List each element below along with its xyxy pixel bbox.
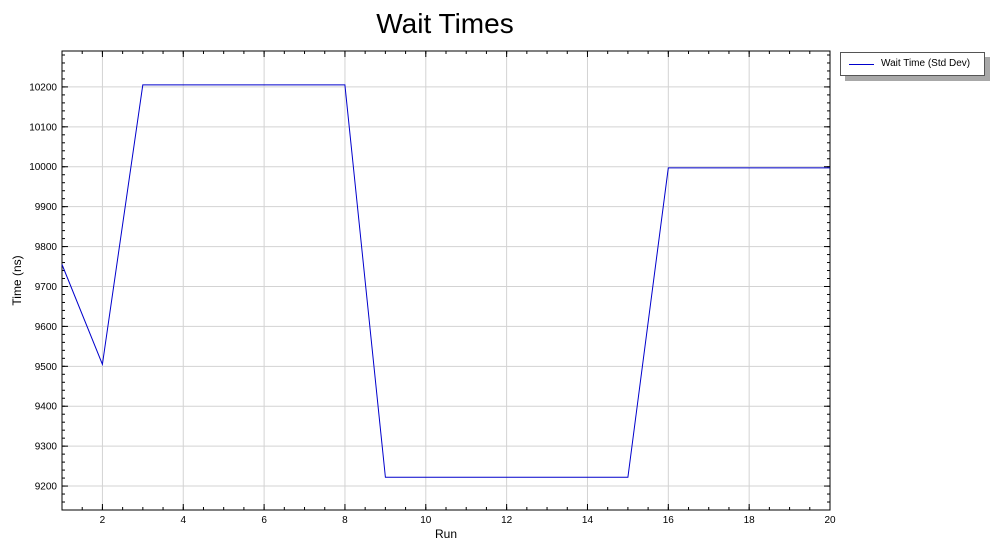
y-tick-label: 9600	[35, 322, 58, 333]
series-line	[61, 84, 830, 478]
x-tick-label: 20	[824, 515, 836, 526]
y-tick-label: 10100	[29, 122, 57, 133]
x-tick-label: 16	[663, 515, 675, 526]
chart-title: Wait Times	[376, 8, 514, 39]
y-tick-label: 9200	[35, 482, 58, 493]
x-tick-label: 6	[261, 515, 267, 526]
x-tick-label: 12	[501, 515, 513, 526]
legend-label: Wait Time (Std Dev)	[881, 58, 971, 69]
y-tick-label: 10200	[29, 82, 57, 93]
x-tick-label: 4	[180, 515, 186, 526]
legend-swatch	[849, 64, 874, 65]
x-tick-label: 18	[744, 515, 756, 526]
y-tick-label: 9900	[35, 202, 58, 213]
y-tick-label: 9700	[35, 282, 58, 293]
plot-frame	[61, 50, 831, 511]
y-tick-label: 9300	[35, 442, 58, 453]
y-tick-label: 10000	[29, 162, 57, 173]
y-tick-label: 9800	[35, 242, 58, 253]
x-axis-label: Run	[435, 527, 457, 541]
x-tick-label: 10	[420, 515, 432, 526]
x-tick-label: 14	[582, 515, 594, 526]
legend: Wait Time (Std Dev)	[840, 52, 985, 76]
y-tick-label: 9400	[35, 402, 58, 413]
x-tick-label: 8	[342, 515, 348, 526]
x-tick-label: 2	[100, 515, 106, 526]
y-tick-label: 9500	[35, 362, 58, 373]
y-axis-label: Time (ns)	[10, 255, 24, 305]
